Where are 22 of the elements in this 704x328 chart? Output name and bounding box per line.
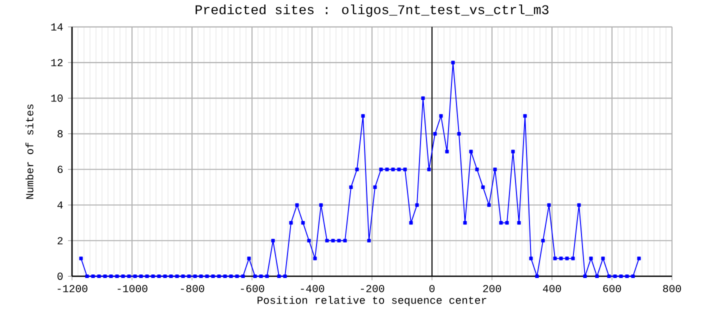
x-tick-label: -1000 — [118, 284, 148, 292]
x-tick-label: -800 — [180, 284, 204, 292]
y-tick-label: 6 — [58, 166, 63, 174]
y-axis-title: Number of sites — [26, 104, 34, 199]
y-tick-label: 4 — [57, 202, 63, 209]
y-tick-label: 0 — [58, 272, 63, 280]
x-tick-label: -400 — [300, 284, 324, 292]
y-tick-label: 10 — [51, 94, 63, 102]
x-tick-label: -1200 — [58, 284, 88, 292]
y-tick-label: 2 — [58, 237, 63, 244]
chart-title: Predicted sites : oligos_7nt_test_vs_ctrl_m3 — [196, 4, 548, 17]
y-tick-label: 12 — [51, 58, 63, 66]
x-tick-label: 400 — [542, 284, 561, 292]
y-tick-label: 8 — [58, 130, 63, 138]
x-tick-label: 600 — [603, 284, 621, 292]
x-tick-label: 200 — [483, 284, 501, 292]
x-tick-label: 800 — [663, 284, 681, 292]
x-tick-label: -600 — [240, 284, 264, 292]
x-tick-label: 0 — [429, 284, 435, 292]
x-tick-label: -200 — [360, 284, 384, 292]
x-axis-title: Position relative to sequence center — [258, 296, 486, 306]
y-tick-label: 14 — [51, 23, 63, 30]
